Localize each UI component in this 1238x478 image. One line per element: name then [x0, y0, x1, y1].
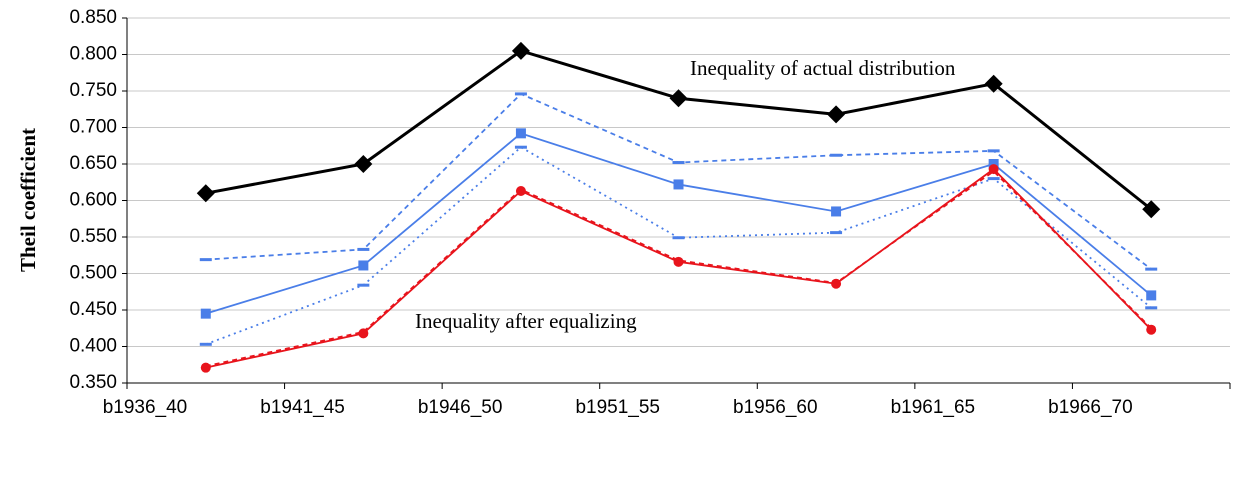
marker	[196, 184, 215, 203]
marker	[515, 128, 526, 139]
marker	[831, 278, 842, 289]
x-tick-label: b1951_55	[575, 397, 660, 418]
marker	[1146, 290, 1157, 301]
marker	[827, 105, 846, 124]
marker	[200, 362, 211, 373]
x-tick-label: b1956_60	[733, 397, 818, 418]
annotation: Inequality after equalizing	[415, 309, 637, 333]
y-tick-label: 0.600	[69, 190, 117, 211]
x-tick-label: b1966_70	[1048, 397, 1133, 418]
y-tick-label: 0.500	[69, 263, 117, 284]
y-tick-label: 0.400	[69, 336, 117, 357]
y-tick-label: 0.850	[69, 7, 117, 28]
marker	[511, 41, 530, 60]
marker	[673, 179, 684, 190]
marker	[831, 206, 842, 217]
marker	[669, 89, 688, 108]
marker	[1142, 200, 1161, 219]
marker	[358, 328, 369, 339]
y-tick-label: 0.450	[69, 299, 117, 320]
marker	[1146, 324, 1157, 335]
x-tick-label: b1946_50	[418, 397, 503, 418]
y-tick-label: 0.550	[69, 226, 117, 247]
y-tick-label: 0.750	[69, 80, 117, 101]
marker	[354, 155, 373, 173]
marker	[515, 186, 526, 197]
y-tick-label: 0.350	[69, 372, 117, 393]
marker	[988, 164, 999, 175]
marker	[984, 74, 1003, 93]
annotation: Inequality of actual distribution	[690, 56, 956, 80]
y-axis-label: Theil coefficient	[16, 128, 40, 272]
y-tick-label: 0.650	[69, 153, 117, 174]
marker	[673, 256, 684, 267]
x-tick-label: b1941_45	[260, 397, 345, 418]
series-line	[205, 132, 1152, 315]
marker	[358, 260, 369, 271]
y-tick-label: 0.800	[69, 44, 117, 65]
y-tick-label: 0.700	[69, 117, 117, 138]
marker	[200, 308, 211, 319]
marker	[988, 159, 999, 169]
x-tick-label: b1936_40	[103, 397, 188, 418]
series-line	[205, 167, 1152, 369]
x-tick-label: b1961_65	[891, 397, 976, 418]
